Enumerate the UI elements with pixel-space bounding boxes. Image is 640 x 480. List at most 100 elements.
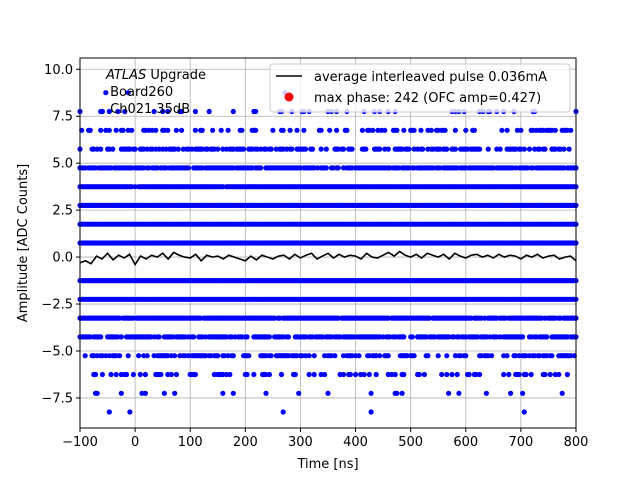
sample-point — [280, 409, 286, 415]
sample-point — [156, 334, 162, 340]
sample-point — [113, 127, 119, 133]
sample-point — [409, 334, 415, 340]
legend-entry-max-phase: max phase: 242 (OFC amp=0.427) — [314, 91, 541, 106]
annotation-line-1: ATLAS Upgrade — [105, 68, 206, 83]
annotation-upgrade: Upgrade — [146, 68, 206, 83]
sample-point — [192, 108, 198, 115]
sample-point — [520, 390, 526, 396]
sample-point — [230, 390, 236, 396]
sample-point — [552, 127, 558, 133]
sample-point — [117, 353, 123, 359]
sample-point — [366, 371, 372, 378]
sample-point — [253, 108, 259, 115]
sample-point — [303, 146, 309, 152]
sample-point — [241, 146, 247, 152]
sample-point — [418, 127, 424, 133]
sample-point — [561, 146, 567, 152]
sample-point — [489, 353, 495, 359]
sample-point — [296, 390, 302, 396]
sample-point — [94, 390, 100, 396]
sample-point — [108, 371, 114, 378]
sample-point — [251, 371, 257, 378]
sample-point — [185, 165, 192, 171]
sample-point — [501, 371, 507, 378]
sample-point — [340, 146, 347, 152]
sample-point — [137, 371, 143, 378]
sample-point — [377, 146, 383, 152]
sample-point — [270, 127, 276, 133]
sample-point — [368, 409, 374, 415]
sample-point — [175, 146, 181, 152]
sample-point — [452, 127, 458, 133]
x-tick-label: 300 — [288, 435, 313, 450]
sample-point — [401, 371, 407, 378]
sample-point — [399, 390, 405, 396]
x-tick-label: 0 — [131, 435, 139, 450]
sample-point — [244, 371, 250, 378]
annotation-line-2: Board260 — [106, 85, 173, 100]
sample-point — [392, 371, 398, 378]
sample-point — [244, 334, 250, 340]
sample-point — [547, 371, 553, 378]
sample-point — [230, 108, 236, 115]
sample-point — [99, 108, 105, 115]
y-tick-label: 10.0 — [44, 63, 73, 78]
sample-point — [225, 127, 231, 133]
sample-point — [428, 127, 434, 133]
sample-point — [353, 371, 359, 378]
sample-point — [456, 390, 462, 396]
sample-point — [444, 371, 450, 378]
sample-point — [477, 146, 483, 152]
sample-point — [323, 146, 329, 152]
sample-point — [215, 146, 221, 152]
sample-point — [158, 371, 164, 378]
y-tick-label: 7.5 — [52, 110, 73, 125]
sample-point — [123, 371, 130, 378]
sample-point — [258, 165, 264, 171]
sample-point — [306, 371, 312, 378]
sample-point — [406, 146, 412, 152]
sample-point — [385, 353, 391, 359]
sample-point — [92, 371, 99, 378]
sample-point — [521, 146, 527, 152]
sample-point — [449, 371, 455, 378]
sample-point — [115, 108, 121, 115]
sample-point — [518, 127, 524, 133]
sample-point — [172, 390, 178, 396]
sample-point — [142, 390, 148, 396]
sample-point — [220, 390, 226, 396]
sample-point — [435, 353, 441, 359]
sample-point — [323, 165, 329, 171]
x-tick-label: 700 — [508, 435, 533, 450]
sample-point — [466, 371, 472, 378]
sample-point — [347, 371, 353, 378]
legend: average interleaved pulse 0.036mA max ph… — [269, 63, 571, 113]
sample-point — [172, 353, 178, 359]
sample-point — [463, 353, 469, 359]
sample-point — [439, 371, 445, 378]
sample-point — [544, 334, 550, 340]
sample-point — [359, 127, 365, 133]
sample-point — [549, 353, 555, 359]
sample-point — [477, 371, 483, 378]
sample-point — [311, 371, 317, 378]
annotation-atlas: ATLAS — [105, 68, 146, 83]
y-tick-label: −7.5 — [41, 391, 73, 406]
y-axis-label: Amplitude [ADC Counts] — [16, 164, 31, 322]
sample-point — [559, 390, 565, 396]
sample-point — [285, 334, 291, 340]
sample-point — [332, 353, 338, 359]
x-tick-label: 500 — [398, 435, 423, 450]
sample-point — [173, 127, 179, 133]
sample-point — [356, 353, 362, 359]
sample-point — [318, 146, 324, 152]
sample-point — [136, 353, 142, 359]
y-tick-label: −2.5 — [41, 298, 73, 313]
sample-point — [87, 127, 93, 133]
sample-point — [444, 353, 450, 359]
sample-point — [542, 371, 548, 378]
sample-point — [122, 108, 128, 115]
sample-point — [566, 146, 572, 152]
sample-point — [110, 146, 116, 152]
